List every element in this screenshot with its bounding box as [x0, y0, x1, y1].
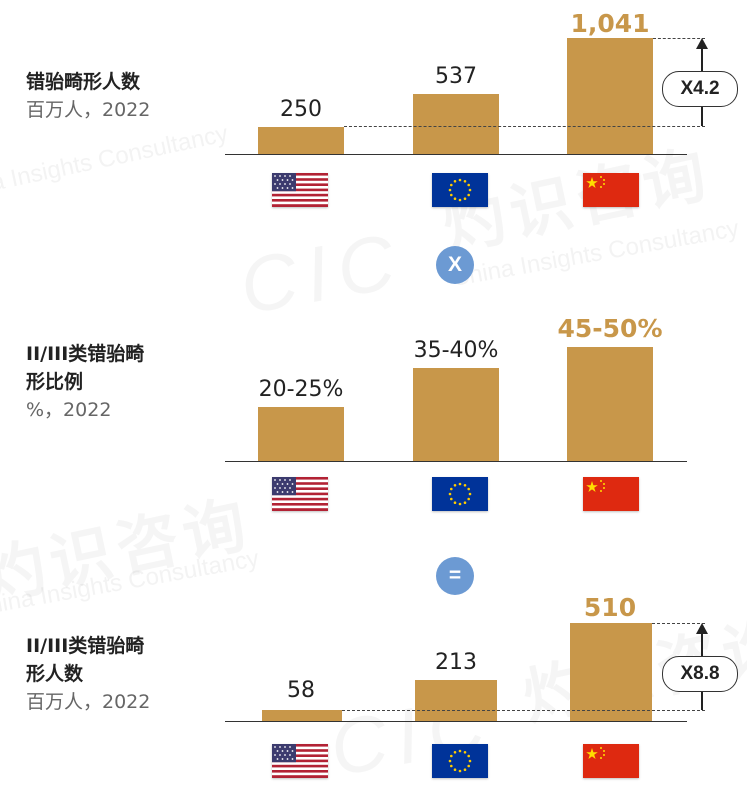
multiplier-badge: X8.8 — [662, 656, 738, 692]
bar-label-eu: 213 — [435, 650, 477, 675]
arrow-up-icon — [696, 38, 708, 49]
bar-us — [262, 710, 342, 721]
bar-eu — [413, 368, 499, 461]
bar-label-cn: 1,041 — [570, 9, 650, 38]
multiplier-badge: X4.2 — [662, 71, 738, 107]
eu-flag-icon — [432, 173, 488, 207]
reference-line-top — [653, 38, 705, 39]
watermark-en: China Insights Consultancy — [0, 544, 261, 623]
reference-line-bottom — [344, 126, 705, 127]
bar-eu — [415, 680, 497, 721]
panel-title: 形人数 — [26, 663, 84, 685]
us-flag-icon — [272, 744, 328, 778]
watermark-en: China Insights Consultancy — [449, 214, 741, 293]
x-axis — [225, 721, 687, 722]
bar-label-us: 20-25% — [258, 377, 344, 402]
watermark-logo: CIC — [233, 215, 411, 331]
x-axis — [225, 154, 687, 155]
eu-flag-icon — [432, 477, 488, 511]
bar-us — [258, 127, 344, 154]
bar-label-us: 58 — [287, 678, 315, 703]
panel-subtitle: 百万人，2022 — [26, 99, 151, 121]
bar-us — [258, 407, 344, 461]
bar-eu — [413, 94, 499, 154]
watermark-cn: 灼识咨询 — [0, 486, 258, 615]
panel-title: 错骀畸形人数 — [26, 71, 141, 93]
bar-cn — [570, 623, 652, 721]
bar-label-eu: 537 — [435, 64, 477, 89]
panel-title: 形比例 — [26, 371, 84, 393]
china-flag-icon — [583, 744, 639, 778]
bar-label-cn: 45-50% — [557, 314, 663, 343]
watermark-en: China Insights Consultancy — [0, 120, 231, 207]
panel-subtitle: %，2022 — [26, 399, 112, 421]
china-flag-icon — [583, 477, 639, 511]
multiply-icon: X — [436, 246, 474, 284]
equals-icon: = — [436, 557, 474, 595]
us-flag-icon — [272, 173, 328, 207]
bar-label-cn: 510 — [583, 593, 637, 622]
bar-cn — [567, 347, 653, 461]
bar-label-us: 250 — [280, 97, 322, 122]
panel-subtitle: 百万人，2022 — [26, 691, 151, 713]
panel-title: II/III类错骀畸 — [26, 343, 145, 365]
bar-label-eu: 35-40% — [413, 338, 499, 363]
arrow-up-icon — [696, 623, 708, 634]
bar-cn — [567, 38, 653, 154]
x-axis — [225, 461, 687, 462]
us-flag-icon — [272, 477, 328, 511]
reference-line-bottom — [342, 710, 705, 711]
china-flag-icon — [583, 173, 639, 207]
eu-flag-icon — [432, 744, 488, 778]
reference-line-top — [652, 623, 705, 624]
panel-title: II/III类错骀畸 — [26, 635, 145, 657]
